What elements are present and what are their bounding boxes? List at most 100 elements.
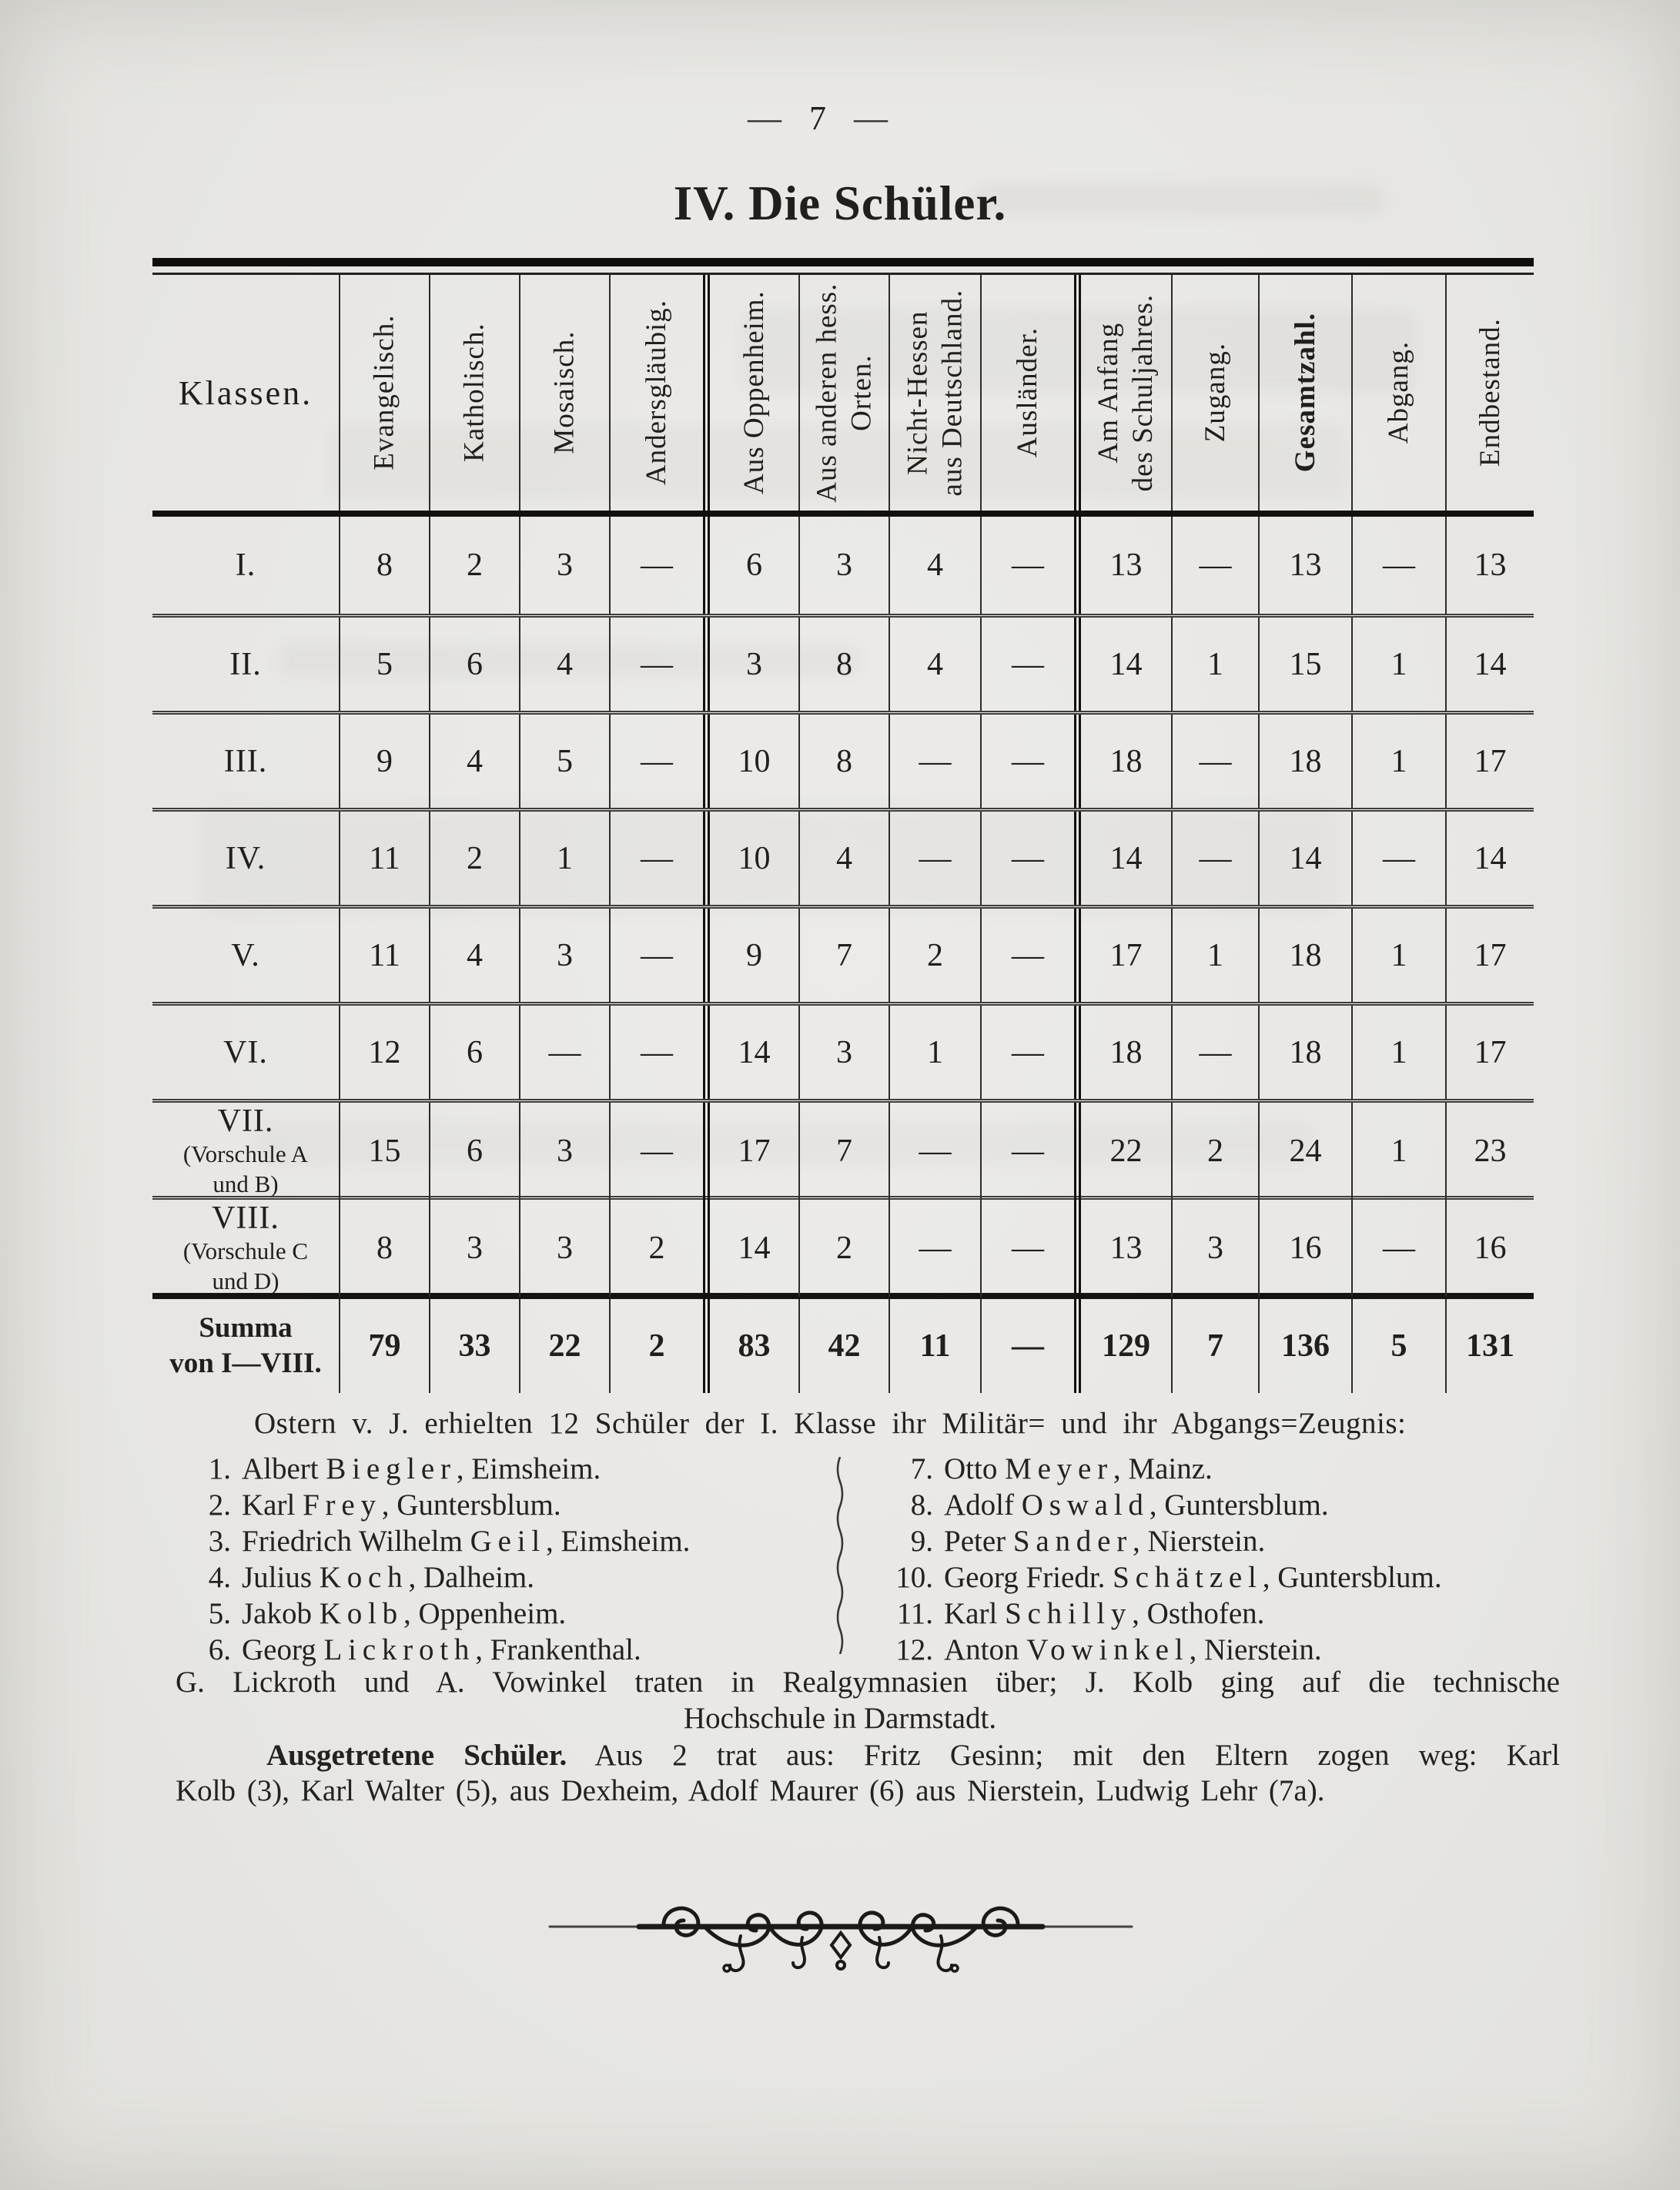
- rotated-header-label: Gesamtzahl.: [1289, 313, 1321, 473]
- table-row: Summa von I—VIII. 79 33 22 2 83 42 11—129 7 136 5 13…: [152, 1293, 1534, 1393]
- table-cell: —: [609, 1006, 703, 1099]
- students-table: Klassen. Evangelisch. Katholisch. Mosaisch.…: [152, 258, 1534, 1393]
- rotated-header-label: Endbestand.: [1474, 318, 1506, 467]
- graduate-number: 12.: [895, 1633, 933, 1666]
- graduate-name: Peter Sander, Nierstein.: [944, 1525, 1266, 1558]
- column-header: Evangelisch.: [339, 275, 429, 511]
- graduate-number: 6.: [208, 1633, 231, 1666]
- table-cell: 14: [703, 1200, 798, 1297]
- column-header: Endbestand.: [1445, 275, 1534, 511]
- table-cell: 42: [798, 1299, 889, 1393]
- graduate-number: 2.: [208, 1488, 231, 1522]
- table-cell: —: [889, 1200, 980, 1297]
- table-cell: 1: [1171, 618, 1258, 711]
- table-cell: —: [1351, 1200, 1445, 1297]
- table-cell: 22: [519, 1299, 609, 1393]
- table-cell: 2: [609, 1200, 703, 1297]
- graduate-number: 11.: [896, 1597, 933, 1630]
- table-cell: 18: [1258, 1006, 1351, 1099]
- table-cell: —: [980, 1103, 1074, 1200]
- table-cell: 5: [339, 618, 429, 711]
- graduate-entry: 6. Georg Lickroth, Frankenthal.: [183, 1632, 690, 1668]
- bleedthrough-smudge: [331, 424, 1347, 501]
- ornament-divider: [548, 1906, 1133, 1973]
- table-body: I. 8 2 3—6 3 4—13—13—13 II. 5 6 4—3 8 4—14 1 15 1 14 III…: [152, 517, 1534, 1393]
- table-cell: 3: [798, 1006, 889, 1099]
- column-header: Zugang.: [1171, 275, 1258, 511]
- table-cell: 14: [1074, 618, 1171, 711]
- graduate-entry: 4. Julius Koch, Dalheim.: [183, 1559, 690, 1596]
- page-number: — 7 —: [0, 99, 1637, 138]
- section-title: IV. Die Schüler.: [673, 176, 1007, 230]
- table-cell: 14: [1258, 812, 1351, 905]
- table-cell: —: [609, 715, 703, 808]
- graduate-name: Jakob Kolb, Oppenheim.: [242, 1597, 567, 1630]
- table-cell: 16: [1445, 1200, 1534, 1297]
- row-label: III.: [223, 743, 268, 779]
- table-cell: —: [980, 812, 1074, 905]
- table-cell: 13: [1074, 517, 1171, 614]
- rotated-header-label: Abgang.: [1383, 341, 1415, 444]
- table-cell: 15: [339, 1103, 429, 1200]
- column-header: Gesamtzahl.: [1258, 275, 1351, 511]
- withdrawn-lead: Ausgetretene Schüler.: [266, 1739, 567, 1772]
- graduate-number: 4.: [208, 1561, 231, 1594]
- table-cell: —: [609, 618, 703, 711]
- column-header: Katholisch.: [429, 275, 519, 511]
- table-cell: 1: [1351, 715, 1445, 808]
- table-row: V. 11 4 3—9 7 2—17 1 18 1 17: [152, 905, 1534, 1002]
- graduate-list-right: 7. Otto Meyer, Mainz. 8. Adolf Oswald, Gunt…: [885, 1451, 1441, 1668]
- table-cell: 13: [1445, 517, 1534, 614]
- table-cell: 3: [519, 1200, 609, 1297]
- table-cell: 79: [339, 1299, 429, 1393]
- rotated-header-label: Zugang.: [1199, 343, 1231, 443]
- table-cell: 8: [798, 618, 889, 711]
- table-cell: —: [609, 517, 703, 614]
- graduate-name: Friedrich Wilhelm Geil, Eimsheim.: [242, 1525, 691, 1558]
- graduate-number: 7.: [910, 1452, 933, 1485]
- table-cell: 16: [1258, 1200, 1351, 1297]
- table-cell: 6: [429, 1006, 519, 1099]
- transfer-note-line1: G. Lickroth und A. Vowinkel traten in Re…: [176, 1666, 1560, 1699]
- graduate-name: Otto Meyer, Mainz.: [944, 1452, 1213, 1485]
- table-cell: —: [980, 909, 1074, 1002]
- table-cell: 18: [1074, 715, 1171, 808]
- graduate-name: Karl Frey, Guntersblum.: [242, 1488, 561, 1522]
- table-cell: 17: [703, 1103, 798, 1200]
- table-cell: 4: [429, 909, 519, 1002]
- table-cell: 3: [703, 618, 798, 711]
- table-cell: 14: [703, 1006, 798, 1099]
- graduate-entry: 2. Karl Frey, Guntersblum.: [183, 1487, 690, 1523]
- withdrawn-paragraph-line1: Ausgetretene Schüler. Aus 2 trat aus: Fr…: [176, 1738, 1560, 1773]
- table-cell: 1: [1351, 909, 1445, 1002]
- table-cell: 1: [1351, 618, 1445, 711]
- table-cell: 83: [703, 1299, 798, 1393]
- table-cell: 136: [1258, 1299, 1351, 1393]
- table-cell: 33: [429, 1299, 519, 1393]
- graduate-name: Julius Koch, Dalheim.: [242, 1561, 535, 1594]
- table-row: VI. 12 6— —14 3 1—18—18 1 17: [152, 1002, 1534, 1099]
- table-cell: —: [980, 618, 1074, 711]
- table-cell: 6: [429, 618, 519, 711]
- table-cell: 6: [703, 517, 798, 614]
- table-row: III. 9 4 5—10 8— —18—18 1 17: [152, 711, 1534, 808]
- table-cell: —: [1351, 812, 1445, 905]
- table-row: II. 5 6 4—3 8 4—14 1 15 1 14: [152, 614, 1534, 711]
- table-row: IV. 11 2 1—10 4— —14—14—14: [152, 808, 1534, 905]
- graduate-surname: Meyer: [1005, 1452, 1113, 1485]
- bleedthrough-smudge: [200, 801, 1340, 916]
- table-cell: 5: [1351, 1299, 1445, 1393]
- table-cell: 2: [429, 812, 519, 905]
- table-cell: 3: [519, 909, 609, 1002]
- table-cell: 8: [339, 517, 429, 614]
- wavy-divider: [836, 1457, 844, 1654]
- row-label: II.: [229, 646, 262, 682]
- intro-line: Ostern v. J. erhielten 12 Schüler der I.…: [254, 1407, 1407, 1440]
- graduate-number: 10.: [895, 1561, 933, 1594]
- table-cell: 17: [1445, 715, 1534, 808]
- column-header: Aus Oppenheim.: [703, 275, 798, 511]
- table-cell: —: [1171, 715, 1258, 808]
